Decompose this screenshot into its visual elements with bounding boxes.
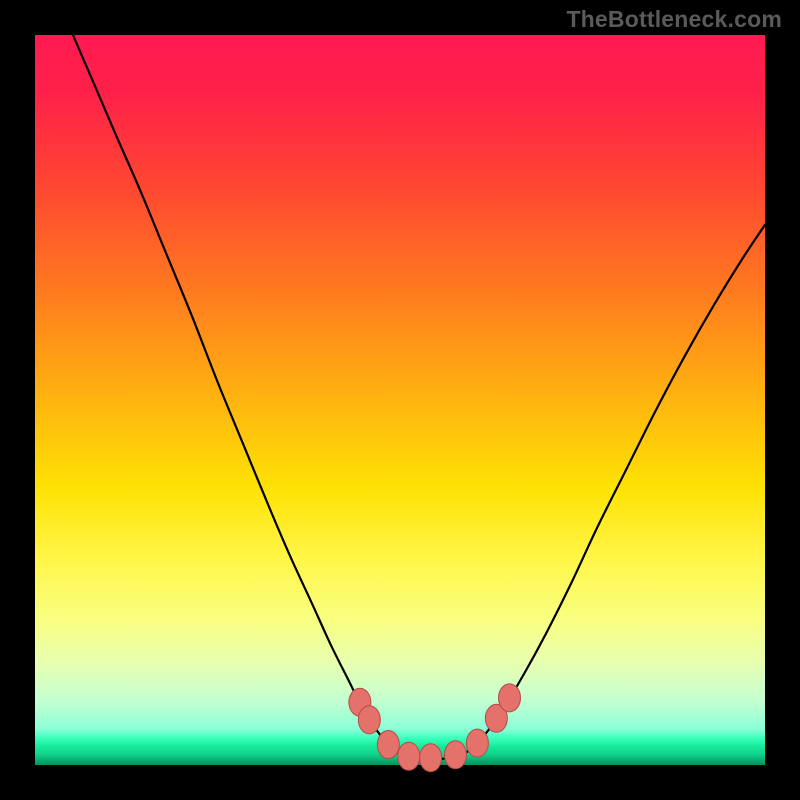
plot-background [35,35,765,765]
curve-marker [499,684,521,712]
chart-frame: TheBottleneck.com [0,0,800,800]
curve-marker [466,729,488,757]
curve-marker [444,741,466,769]
watermark-text: TheBottleneck.com [566,6,782,33]
chart-svg [0,0,800,800]
curve-marker [398,742,420,770]
curve-marker [420,744,442,772]
curve-marker [377,731,399,759]
curve-marker [358,706,380,734]
